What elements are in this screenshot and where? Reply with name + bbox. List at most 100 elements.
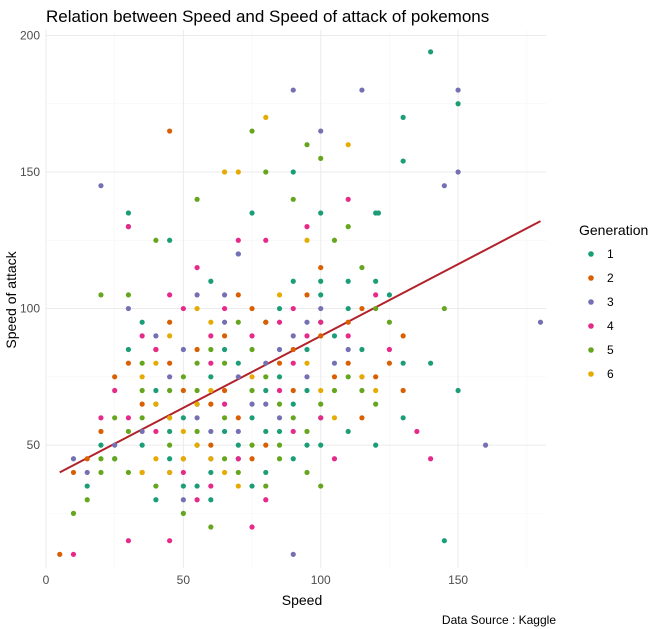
data-point-gen-6: [208, 319, 214, 325]
data-point-gen-4: [125, 224, 132, 230]
data-point-gen-1: [400, 114, 406, 120]
trend-line-layer: [59, 220, 541, 474]
data-point-gen-4: [194, 264, 200, 271]
data-point-gen-1: [345, 278, 351, 284]
data-point-gen-4: [414, 428, 420, 435]
data-point-gen-1: [428, 360, 434, 366]
data-point-gen-1: [290, 278, 296, 284]
data-point-gen-4: [345, 333, 351, 339]
data-point-gen-3: [345, 346, 351, 353]
data-point-gen-5: [441, 305, 447, 312]
data-point-gen-2: [290, 387, 296, 394]
data-point-gen-1: [304, 346, 310, 353]
data-point-gen-2: [263, 442, 269, 448]
data-point-gen-5: [153, 483, 159, 489]
data-point-gen-2: [249, 456, 255, 462]
data-point-gen-5: [180, 510, 186, 516]
data-point-gen-1: [373, 442, 379, 448]
data-point-gen-2: [373, 374, 379, 380]
data-point-gen-6: [235, 483, 241, 489]
y-axis-ticks: 50 100 150 200: [20, 28, 40, 452]
legend-label-4: 4: [607, 319, 614, 333]
data-point-gen-6: [153, 360, 159, 366]
legend: 1 2 3 4 5 6: [588, 247, 614, 381]
data-point-gen-5: [98, 292, 104, 298]
data-point-gen-2: [194, 346, 200, 353]
data-point-gen-1: [304, 387, 310, 394]
data-point-gen-6: [139, 469, 145, 476]
data-point-gen-3: [537, 319, 544, 325]
data-point-gen-4: [235, 237, 241, 243]
data-point-gen-2: [180, 387, 186, 394]
legend-label-2: 2: [607, 271, 614, 285]
data-point-gen-6: [345, 142, 351, 148]
data-point-gen-1: [153, 387, 159, 394]
data-point-gen-2: [208, 401, 214, 407]
data-point-gen-4: [112, 387, 118, 394]
data-point-gen-2: [84, 456, 90, 462]
data-point-gen-4: [153, 428, 159, 435]
data-point-gen-3: [455, 169, 461, 175]
legend-key-2: [588, 275, 594, 281]
data-point-gen-1: [359, 346, 365, 353]
data-point-gen-1: [263, 469, 269, 476]
data-point-gen-1: [167, 456, 173, 462]
data-point-gen-3: [112, 442, 118, 448]
data-point-gen-6: [221, 169, 228, 175]
data-point-gen-6: [249, 374, 255, 380]
data-point-gen-1: [304, 442, 310, 448]
data-point-gen-4: [180, 305, 186, 312]
data-point-gen-1: [318, 278, 324, 284]
data-point-gen-5: [194, 387, 200, 394]
data-point-gen-1: [249, 415, 255, 421]
data-point-gen-1: [208, 469, 214, 476]
data-point-gen-1: [194, 483, 200, 489]
data-point-gen-5: [112, 456, 118, 462]
data-point-gen-2: [276, 360, 283, 366]
data-point-gen-4: [167, 538, 173, 544]
x-tick-label: 100: [311, 573, 331, 587]
data-point-gen-3: [304, 319, 310, 325]
data-point-gen-1: [375, 210, 382, 216]
data-point-gen-5: [221, 360, 228, 366]
data-point-gen-6: [208, 387, 214, 394]
data-point-gen-5: [345, 374, 351, 380]
data-point-gen-5: [249, 128, 255, 134]
data-point-gen-4: [235, 456, 241, 462]
data-point-gen-2: [167, 360, 173, 366]
y-tick-label: 150: [20, 165, 40, 179]
data-point-gen-3: [263, 360, 269, 366]
data-point-gen-1: [345, 428, 351, 435]
data-point-gen-1: [208, 497, 214, 503]
data-point-gen-2: [57, 551, 63, 557]
data-point-gen-2: [70, 469, 77, 476]
data-point-gen-1: [235, 360, 241, 366]
data-point-gen-6: [263, 114, 269, 120]
data-point-gen-2: [304, 292, 310, 298]
data-point-gen-1: [263, 387, 269, 394]
data-point-gen-4: [276, 387, 283, 394]
data-point-gen-1: [331, 333, 338, 339]
data-point-gen-3: [290, 87, 296, 93]
data-point-gen-4: [153, 346, 159, 353]
data-point-gen-3: [208, 428, 214, 435]
data-point-gen-4: [304, 333, 310, 339]
data-point-gen-3: [263, 401, 269, 407]
data-point-gen-2: [331, 374, 338, 380]
data-point-gen-4: [208, 333, 214, 339]
legend-key-3: [588, 299, 594, 305]
legend-label-1: 1: [607, 247, 614, 261]
data-point-gen-5: [249, 442, 255, 448]
data-point-gen-6: [208, 456, 214, 462]
grid: [45, 30, 546, 568]
data-point-gen-3: [235, 374, 241, 380]
data-point-gen-1: [290, 169, 296, 175]
data-point-gen-1: [153, 497, 159, 503]
data-point-gen-5: [263, 483, 269, 489]
data-point-gen-3: [276, 346, 283, 353]
data-point-gen-2: [359, 415, 365, 421]
x-axis-ticks: 0 50 100 150: [43, 573, 469, 587]
data-point-gen-5: [167, 442, 173, 448]
data-point-gen-1: [249, 210, 255, 216]
data-point-gen-5: [194, 428, 200, 435]
